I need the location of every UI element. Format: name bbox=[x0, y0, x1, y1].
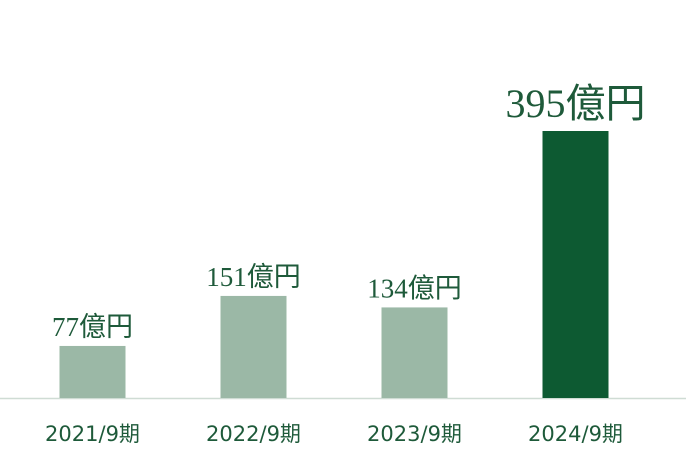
value-label: 77億円 bbox=[52, 312, 133, 342]
bar bbox=[59, 345, 126, 398]
x-tick-label: 2021/9期 bbox=[45, 422, 140, 446]
bar bbox=[220, 295, 287, 398]
value-label: 151億円 bbox=[206, 262, 301, 292]
bar bbox=[381, 307, 448, 398]
bar bbox=[542, 131, 609, 398]
x-tick-label: 2022/9期 bbox=[206, 422, 301, 446]
value-label: 134億円 bbox=[367, 273, 462, 303]
value-label: 395億円 bbox=[506, 81, 646, 126]
x-tick-label: 2023/9期 bbox=[367, 422, 462, 446]
x-tick-label: 2024/9期 bbox=[528, 422, 623, 446]
